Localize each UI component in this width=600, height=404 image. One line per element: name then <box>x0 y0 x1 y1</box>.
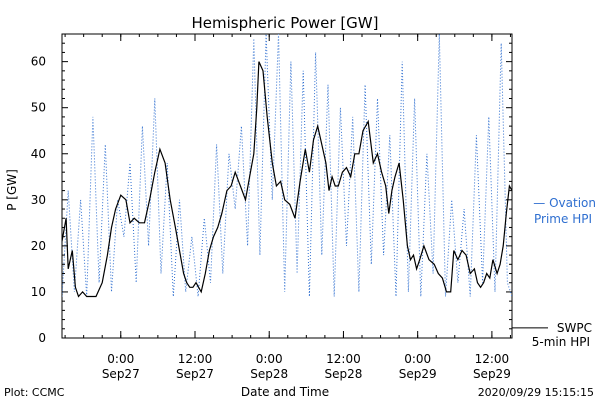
footer-left: Plot: CCMC <box>4 386 65 399</box>
x-axis-label: Date and Time <box>241 385 329 399</box>
x-tick-label-date: Sep28 <box>250 367 288 381</box>
x-tick-label-time: 0:00 <box>404 352 431 366</box>
footer-right: 2020/09/29 15:15:15 <box>478 386 594 399</box>
y-tick-label: 10 <box>31 285 46 299</box>
series-ovation-line <box>62 34 512 297</box>
x-tick-label-date: Sep28 <box>324 367 362 381</box>
x-tick-label-time: 12:00 <box>178 352 213 366</box>
y-tick-label: 30 <box>31 193 46 207</box>
y-tick-label: 0 <box>38 331 46 345</box>
x-tick-label-time: 0:00 <box>256 352 283 366</box>
y-tick-label: 20 <box>31 239 46 253</box>
legend-ovation-line1: — Ovation <box>533 196 596 210</box>
series-swpc-line <box>62 61 512 298</box>
x-tick-label-date: Sep29 <box>473 367 511 381</box>
y-tick-label: 50 <box>31 101 46 115</box>
y-tick-label: 60 <box>31 55 46 69</box>
legend-ovation-line2: Prime HPI <box>534 212 592 226</box>
plot-area: 01020304050600:00Sep2712:00Sep270:00Sep2… <box>31 33 596 381</box>
x-tick-label-time: 12:00 <box>475 352 510 366</box>
x-tick-label-date: Sep29 <box>399 367 437 381</box>
y-tick-label: 40 <box>31 147 46 161</box>
legend-swpc-line1: SWPC <box>557 321 592 335</box>
legend-swpc-line2: 5-min HPI <box>532 335 590 349</box>
y-axis-label: P [GW] <box>5 169 19 211</box>
plot-frame <box>61 33 513 339</box>
chart-title: Hemispheric Power [GW] <box>192 14 379 32</box>
x-tick-label-time: 12:00 <box>326 352 361 366</box>
x-tick-label-date: Sep27 <box>176 367 214 381</box>
x-tick-label-time: 0:00 <box>107 352 134 366</box>
x-tick-label-date: Sep27 <box>102 367 140 381</box>
